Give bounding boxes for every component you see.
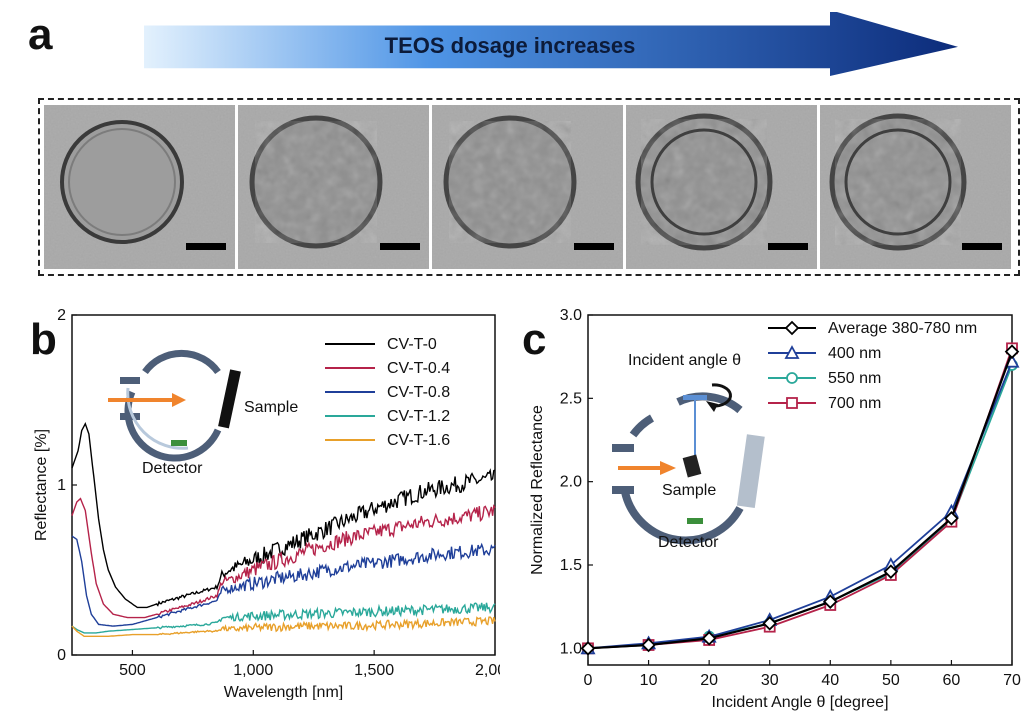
y-tick-label: 2.0 bbox=[560, 474, 582, 491]
inset-sample-label-b: Sample bbox=[244, 399, 298, 416]
angle-reflectance-chart: Incident angle θ Sample Detector 0 10 20 30… bbox=[529, 307, 1021, 711]
legend: Average 380-780 nm 400 nm 550 nm 700 nm bbox=[768, 320, 977, 412]
y-tick-label: 2 bbox=[57, 307, 66, 324]
data-point bbox=[944, 511, 959, 526]
legend: CV-T-0 CV-T-0.4 CV-T-0.8 CV-T-1.2 CV-T-1.6 bbox=[325, 336, 450, 449]
legend-label: CV-T-1.2 bbox=[387, 408, 450, 425]
legend-label: Average 380-780 nm bbox=[828, 320, 977, 337]
series-400-nm bbox=[580, 353, 1020, 655]
x-tick-label: 60 bbox=[943, 672, 961, 689]
series-line-cv-t-0-8 bbox=[71, 535, 496, 627]
data-point bbox=[762, 616, 777, 631]
sample-plate-c bbox=[736, 434, 765, 509]
teos-dosage-arrow: TEOS dosage increases bbox=[140, 10, 960, 80]
x-axis-label: Wavelength [nm] bbox=[224, 684, 343, 700]
arrow-shape bbox=[144, 10, 958, 76]
panel-c-letter: c bbox=[522, 315, 547, 364]
legend-marker bbox=[784, 320, 800, 336]
legend-label: CV-T-0.8 bbox=[387, 384, 450, 401]
y-tick-label: 1.0 bbox=[560, 640, 582, 657]
sample-plate-b bbox=[218, 369, 241, 429]
series-line-cv-t-0 bbox=[71, 422, 496, 609]
x-tick-label: 70 bbox=[1003, 672, 1021, 689]
legend-label: 700 nm bbox=[828, 395, 881, 412]
series-700-nm bbox=[582, 342, 1018, 655]
detector-c bbox=[687, 518, 703, 524]
y-tick-label: 1.5 bbox=[560, 557, 582, 574]
angle-setup-inset: Incident angle θ Sample Detector bbox=[612, 352, 765, 551]
panel-a-letter: a bbox=[28, 10, 53, 59]
series-average-380-780-nm bbox=[580, 344, 1020, 656]
legend-label: CV-T-1.6 bbox=[387, 432, 450, 449]
x-tick-label: 500 bbox=[119, 662, 146, 679]
x-tick-label: 40 bbox=[821, 672, 839, 689]
scale-bar bbox=[574, 243, 614, 250]
series-line bbox=[587, 361, 1013, 650]
legend-marker bbox=[784, 345, 800, 359]
data-point bbox=[641, 637, 656, 653]
plot-frame: 0 10 20 30 40 50 60 70 1.0 1.5 2.0 2.5 3.0 Incident A… bbox=[529, 307, 1021, 711]
legend-label: 550 nm bbox=[828, 370, 881, 387]
x-tick-label: 30 bbox=[761, 672, 779, 689]
tem-image-cv-t-0-4 bbox=[238, 105, 429, 269]
inset-sample-label-c: Sample bbox=[662, 482, 716, 499]
tem-image-cv-t-0-8 bbox=[432, 105, 623, 269]
legend-label: CV-T-0 bbox=[387, 336, 437, 353]
arrow-label: TEOS dosage increases bbox=[384, 33, 636, 58]
legend-label: CV-T-0.4 bbox=[387, 360, 450, 377]
tem-image-frame bbox=[38, 98, 1020, 276]
y-axis-label: Normalized Reflectance bbox=[529, 405, 546, 575]
legend-label: 400 nm bbox=[828, 345, 881, 362]
reflectance-setup-inset: Sample Detector bbox=[108, 349, 298, 477]
inset-detector-label-c: Detector bbox=[658, 534, 719, 551]
tem-image-cv-t-1-2 bbox=[626, 105, 817, 269]
x-tick-label: 1,000 bbox=[233, 662, 273, 679]
y-tick-label: 2.5 bbox=[560, 390, 582, 407]
data-point bbox=[580, 641, 596, 656]
tem-image-cv-t-0 bbox=[44, 105, 235, 269]
sample-cube-c bbox=[682, 454, 702, 478]
series-line bbox=[587, 351, 1014, 650]
y-tick-label: 0 bbox=[57, 647, 66, 664]
x-tick-label: 10 bbox=[640, 672, 658, 689]
inset-angle-label: Incident angle θ bbox=[628, 352, 741, 369]
x-tick-label: 0 bbox=[584, 672, 593, 689]
legend-marker bbox=[786, 372, 798, 384]
reflectance-spectrum-chart: Sample Detector 500 1,000 1,500 2,000 0 1 2 Wav… bbox=[33, 307, 500, 700]
data-point bbox=[823, 594, 838, 609]
x-tick-label: 20 bbox=[700, 672, 718, 689]
series-line-cv-t-0-4 bbox=[71, 497, 496, 619]
x-tick-label: 50 bbox=[882, 672, 900, 689]
inset-detector-label-b: Detector bbox=[142, 460, 203, 477]
detector-b bbox=[171, 440, 187, 446]
tem-image-cv-t-1-6 bbox=[820, 105, 1011, 269]
data-point bbox=[701, 631, 717, 646]
series-line-cv-t-1-6 bbox=[71, 616, 496, 637]
tem-images bbox=[44, 105, 1011, 269]
y-tick-label: 3.0 bbox=[560, 307, 582, 324]
data-point bbox=[1004, 344, 1020, 359]
y-axis-label: Reflectance [%] bbox=[33, 429, 50, 541]
plot-border bbox=[587, 314, 1013, 666]
scale-bar bbox=[380, 243, 420, 250]
scale-bar bbox=[186, 243, 226, 250]
y-tick-label: 1 bbox=[57, 477, 66, 494]
data-point bbox=[883, 564, 899, 579]
series-line-cv-t-1-2 bbox=[71, 602, 496, 634]
series-line bbox=[587, 364, 1013, 650]
legend-marker bbox=[786, 397, 798, 409]
x-tick-label: 2,000 bbox=[475, 662, 500, 679]
panel-b-letter: b bbox=[30, 315, 57, 364]
series-line bbox=[587, 348, 1013, 650]
scale-bar bbox=[962, 243, 1002, 250]
plot-frame: 500 1,000 1,500 2,000 0 1 2 Wavelength [nm] Refl… bbox=[33, 307, 500, 700]
scale-bar bbox=[768, 243, 808, 250]
x-tick-label: 1,500 bbox=[354, 662, 394, 679]
x-axis-label: Incident Angle θ [degree] bbox=[711, 694, 888, 711]
